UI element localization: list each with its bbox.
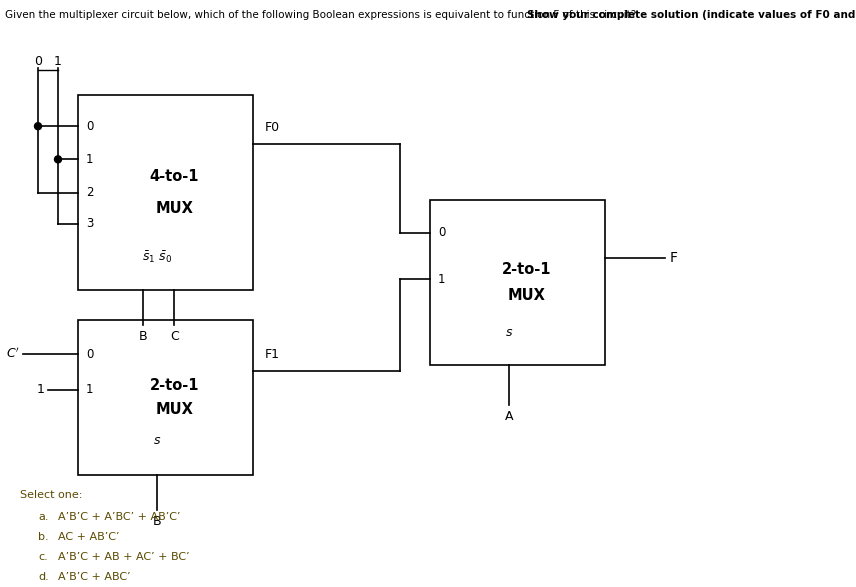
Text: $s$: $s$: [505, 326, 513, 339]
Text: Given the multiplexer circuit below, which of the following Boolean expressions : Given the multiplexer circuit below, whi…: [5, 10, 639, 20]
Text: F0: F0: [265, 121, 280, 134]
Text: 1: 1: [438, 273, 445, 286]
Text: $\bar{s}_1\ \bar{s}_0$: $\bar{s}_1\ \bar{s}_0$: [141, 249, 172, 265]
Text: c.: c.: [38, 552, 48, 562]
Bar: [78, 95, 253, 290]
Text: 1: 1: [86, 153, 93, 166]
Text: 2-to-1: 2-to-1: [502, 262, 551, 277]
Bar: [78, 320, 253, 475]
Text: B: B: [139, 330, 147, 343]
Text: B: B: [152, 515, 161, 528]
Text: 4-to-1: 4-to-1: [150, 170, 199, 184]
Text: C: C: [169, 330, 179, 343]
Text: A’B’C + ABC’: A’B’C + ABC’: [58, 572, 131, 582]
Text: 0: 0: [86, 348, 93, 360]
Text: 0: 0: [438, 227, 445, 239]
Text: Show your complete solution (indicate values of F0 and F1): Show your complete solution (indicate va…: [527, 10, 856, 20]
Text: MUX: MUX: [155, 201, 193, 215]
Text: a.: a.: [38, 512, 49, 522]
Text: d.: d.: [38, 572, 49, 582]
Text: 3: 3: [86, 217, 93, 230]
Text: b.: b.: [38, 532, 49, 542]
Text: MUX: MUX: [155, 403, 193, 417]
Text: 0: 0: [34, 55, 42, 68]
Text: 2-to-1: 2-to-1: [150, 377, 199, 393]
Text: A’B’C + AB + AC’ + BC’: A’B’C + AB + AC’ + BC’: [58, 552, 190, 562]
Text: 1: 1: [54, 55, 62, 68]
Text: $C'$: $C'$: [6, 347, 20, 362]
Text: Select one:: Select one:: [20, 490, 82, 500]
Circle shape: [34, 123, 41, 130]
Text: $s$: $s$: [152, 434, 161, 447]
Text: AC + AB’C’: AC + AB’C’: [58, 532, 120, 542]
Circle shape: [55, 156, 62, 163]
Text: 0: 0: [86, 120, 93, 133]
Text: MUX: MUX: [508, 288, 545, 303]
Text: 2: 2: [86, 186, 93, 199]
Text: 1: 1: [86, 383, 93, 396]
Text: A: A: [504, 410, 513, 423]
Text: F: F: [670, 251, 678, 265]
Bar: [430, 200, 605, 365]
Text: 1: 1: [37, 383, 45, 396]
Text: A’B’C + A’BC’ + AB’C’: A’B’C + A’BC’ + AB’C’: [58, 512, 181, 522]
Text: F1: F1: [265, 348, 280, 361]
